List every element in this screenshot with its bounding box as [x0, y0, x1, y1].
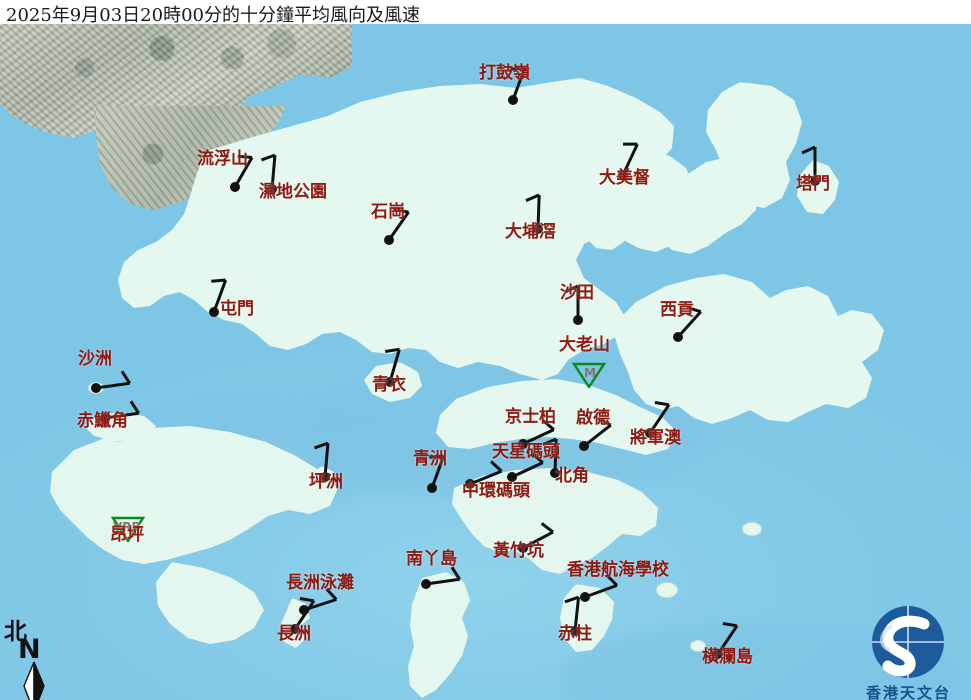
hko-logo-cn: 香港天文台: [865, 684, 951, 700]
wind-barb-icon: [676, 306, 702, 339]
land-islet-tung-lung: [656, 582, 678, 598]
wind-barb-icon: [584, 574, 619, 599]
wind-barb-icon: [801, 145, 817, 181]
wind-barb-icon: [313, 441, 330, 478]
land-islet-south-1: [690, 640, 706, 652]
hko-emblem-icon: [872, 606, 944, 678]
station-label: 大老山: [559, 335, 610, 355]
station-label: 西貢: [660, 300, 694, 320]
land-islet-ninepin: [742, 522, 762, 536]
station-label: 赤柱: [558, 624, 592, 644]
station-label: 昂坪: [110, 525, 144, 545]
station-label: 北角: [555, 466, 589, 486]
station-label: 大埔滘: [505, 222, 556, 242]
wind-barb-icon: [425, 566, 461, 586]
wind-barb-icon: [583, 417, 612, 448]
wind-barb-icon: [211, 278, 228, 313]
wind-barb-icon: [648, 401, 671, 434]
page-title: 2025年9月03日20時00分的十分鐘平均風向及風速: [6, 5, 420, 26]
wind-barb-icon: [469, 460, 503, 486]
wind-barb-icon: [510, 66, 527, 101]
station-label: 沙田: [560, 283, 594, 303]
compass-label-cn: 北: [4, 618, 27, 645]
wind-barb-icon: [260, 153, 277, 190]
wind-barb-icon: [525, 193, 541, 230]
wind-barb-icon: [384, 347, 401, 383]
wind-barb-icon: [621, 142, 639, 176]
calm-wind-code: VRB: [113, 520, 141, 534]
calm-wind-code: M: [584, 366, 596, 380]
wind-barb-icon: [564, 284, 580, 320]
station-label: 將軍澳: [630, 428, 681, 448]
compass-label-en: N: [18, 634, 41, 665]
wind-barb-icon: [542, 437, 558, 474]
calm-wind-triangle-icon: [111, 516, 145, 542]
station-label: 長洲: [277, 624, 311, 644]
station-label: 啟德: [576, 408, 610, 428]
station-label: 沙洲: [78, 349, 112, 369]
wind-barb-icon: [511, 452, 544, 479]
wind-barb-icon: [233, 154, 254, 188]
wind-barb-icon: [104, 400, 140, 420]
wind-barb-icon: [716, 622, 739, 655]
calm-wind-triangle-icon: [572, 362, 606, 388]
station-label: 香港航海學校: [567, 560, 669, 580]
title-bar: 2025年9月03日20時00分的十分鐘平均風向及風速: [0, 0, 971, 26]
station-label: 青衣: [372, 375, 406, 395]
station-label: 濕地公園: [259, 182, 327, 202]
station-label: 天星碼頭: [492, 442, 560, 462]
station-label: 中環碼頭: [462, 481, 530, 501]
station-label: 石崗: [371, 202, 405, 222]
station-label: 打鼓嶺: [479, 63, 530, 83]
station-label: 流浮山: [197, 149, 248, 169]
station-label: 黃竹坑: [493, 541, 544, 561]
wind-barb-icon: [564, 595, 581, 632]
station-label: 京士柏: [505, 407, 556, 427]
station-label: 大美督: [599, 168, 650, 188]
station-label: 青洲: [413, 449, 447, 469]
station-label: 屯門: [220, 299, 254, 319]
north-arrow-icon: [23, 661, 45, 700]
wind-barb-icon: [95, 370, 131, 390]
station-label: 塔門: [796, 174, 830, 194]
hko-logo: 香港天文台 HONG KONG OBSERVATORY: [846, 604, 971, 700]
map-canvas[interactable]: 打鼓嶺流浮山 濕地公園石崗 大美督 塔門大埔滘沙田西貢 M 大老山 屯門沙洲赤鱲角 青衣青洲坪…: [0, 22, 971, 700]
station-label: 赤鱲角: [77, 411, 128, 431]
station-label: 橫瀾島: [702, 647, 753, 667]
wind-barb-icon: [522, 522, 554, 550]
wind-barb-icon: [387, 208, 410, 241]
wind-barb-icon: [429, 454, 446, 489]
wind-barb-icon: [522, 419, 555, 446]
station-label: 南丫島: [406, 549, 457, 569]
station-label: 長洲泳灘: [286, 573, 354, 593]
wind-barb-icon: [293, 597, 316, 630]
station-label: 坪洲: [309, 472, 343, 492]
compass-rose: 北 N: [4, 612, 68, 700]
